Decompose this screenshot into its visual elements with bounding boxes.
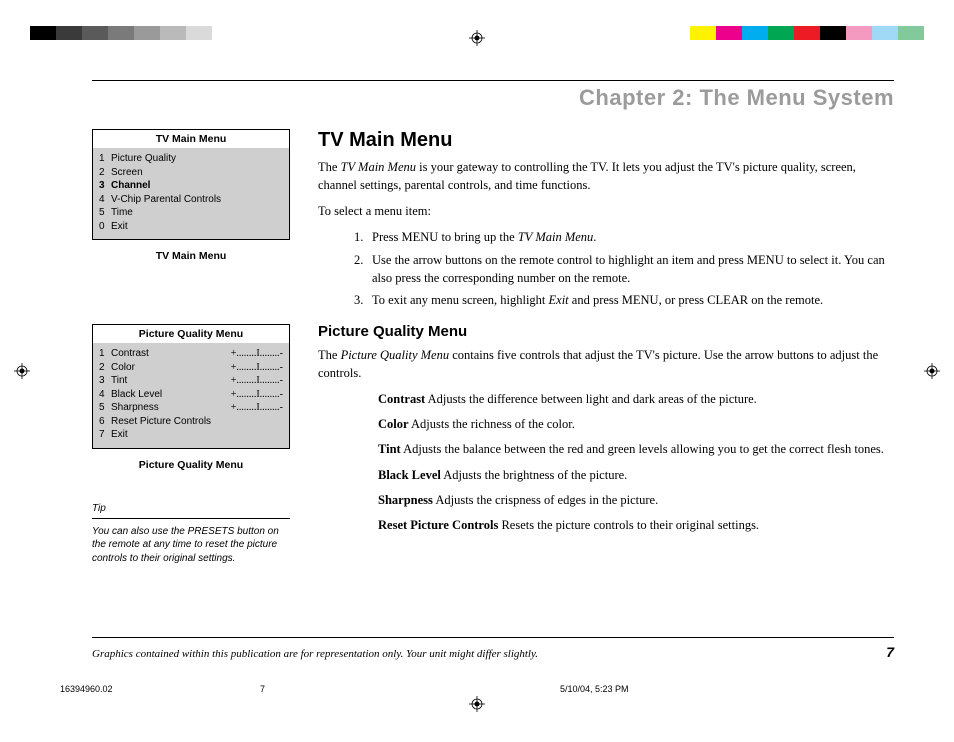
- text-run: The: [318, 160, 341, 174]
- list-item: 2.Use the arrow buttons on the remote co…: [354, 251, 894, 287]
- page-footer: Graphics contained within this publicati…: [92, 637, 894, 660]
- subsection-heading: Picture Quality Menu: [318, 323, 894, 340]
- menu-item: 1Contrast+........I........-: [99, 347, 283, 361]
- registration-mark-icon: [469, 696, 485, 712]
- color-swatch: [134, 26, 160, 40]
- tv-main-menu-box: TV Main Menu 1Picture Quality2Screen3Cha…: [92, 129, 290, 240]
- color-swatch: [160, 26, 186, 40]
- footer-divider: [92, 637, 894, 638]
- body-paragraph: The TV Main Menu is your gateway to cont…: [318, 158, 894, 194]
- page-number: 7: [886, 644, 894, 660]
- text-run: The: [318, 348, 341, 362]
- chapter-title: Chapter 2: The Menu System: [92, 85, 894, 111]
- menu-item: 2Screen: [99, 166, 283, 180]
- tip-label: Tip: [92, 503, 290, 514]
- menu-box-body: 1Contrast+........I........-2Color+.....…: [93, 343, 289, 448]
- registration-mark-icon: [14, 363, 30, 379]
- color-bar-right: [690, 26, 924, 40]
- color-bar-left: [30, 26, 238, 40]
- menu-box-title: TV Main Menu: [93, 130, 289, 148]
- doc-file: 16394960.02: [60, 684, 260, 694]
- menu-caption: TV Main Menu: [92, 250, 290, 262]
- color-swatch: [768, 26, 794, 40]
- definition-item: Contrast Adjusts the difference between …: [378, 390, 894, 408]
- definition-item: Tint Adjusts the balance between the red…: [378, 440, 894, 458]
- color-swatch: [30, 26, 56, 40]
- color-swatch: [56, 26, 82, 40]
- registration-mark-icon: [469, 30, 485, 46]
- tip-divider: [92, 518, 290, 519]
- menu-item: 6Reset Picture Controls: [99, 415, 283, 429]
- color-swatch: [820, 26, 846, 40]
- menu-item: 2Color+........I........-: [99, 361, 283, 375]
- body-paragraph: The Picture Quality Menu contains five c…: [318, 346, 894, 382]
- main-content: TV Main Menu The TV Main Menu is your ga…: [318, 129, 894, 565]
- doc-date: 5/10/04, 5:23 PM: [560, 684, 629, 694]
- definition-list: Contrast Adjusts the difference between …: [378, 390, 894, 534]
- text-run-italic: Picture Quality Menu: [341, 348, 450, 362]
- definition-item: Reset Picture Controls Resets the pictur…: [378, 516, 894, 534]
- color-swatch: [186, 26, 212, 40]
- menu-item: 5Time: [99, 206, 283, 220]
- picture-quality-menu-box: Picture Quality Menu 1Contrast+........I…: [92, 324, 290, 449]
- color-swatch: [212, 26, 238, 40]
- list-item: 3.To exit any menu screen, highlight Exi…: [354, 291, 894, 309]
- color-swatch: [742, 26, 768, 40]
- top-divider: [92, 80, 894, 81]
- registration-mark-icon: [924, 363, 940, 379]
- document-metadata: 16394960.02 7 5/10/04, 5:23 PM: [60, 684, 894, 694]
- menu-item: 7Exit: [99, 428, 283, 442]
- ordered-list: 1.Press MENU to bring up the TV Main Men…: [354, 228, 894, 309]
- definition-item: Sharpness Adjusts the crispness of edges…: [378, 491, 894, 509]
- color-swatch: [846, 26, 872, 40]
- doc-page: 7: [260, 684, 560, 694]
- color-swatch: [794, 26, 820, 40]
- menu-box-body: 1Picture Quality2Screen3Channel4V-Chip P…: [93, 148, 289, 239]
- color-swatch: [690, 26, 716, 40]
- color-swatch: [82, 26, 108, 40]
- menu-item: 0Exit: [99, 220, 283, 234]
- page-content: Chapter 2: The Menu System TV Main Menu …: [92, 80, 894, 672]
- menu-item: 1Picture Quality: [99, 152, 283, 166]
- footer-disclaimer: Graphics contained within this publicati…: [92, 648, 538, 660]
- menu-item: 3Tint+........I........-: [99, 374, 283, 388]
- menu-caption: Picture Quality Menu: [92, 459, 290, 471]
- sidebar: TV Main Menu 1Picture Quality2Screen3Cha…: [92, 129, 290, 565]
- color-swatch: [872, 26, 898, 40]
- text-run-italic: TV Main Menu: [341, 160, 416, 174]
- menu-item: 4V-Chip Parental Controls: [99, 193, 283, 207]
- color-swatch: [716, 26, 742, 40]
- body-paragraph: To select a menu item:: [318, 202, 894, 220]
- color-swatch: [898, 26, 924, 40]
- menu-box-title: Picture Quality Menu: [93, 325, 289, 343]
- definition-item: Color Adjusts the richness of the color.: [378, 415, 894, 433]
- color-swatch: [108, 26, 134, 40]
- section-heading: TV Main Menu: [318, 129, 894, 152]
- menu-item: 3Channel: [99, 179, 283, 193]
- definition-item: Black Level Adjusts the brightness of th…: [378, 466, 894, 484]
- menu-item: 5Sharpness+........I........-: [99, 401, 283, 415]
- menu-item: 4Black Level+........I........-: [99, 388, 283, 402]
- tip-text: You can also use the PRESETS button on t…: [92, 525, 290, 566]
- list-item: 1.Press MENU to bring up the TV Main Men…: [354, 228, 894, 246]
